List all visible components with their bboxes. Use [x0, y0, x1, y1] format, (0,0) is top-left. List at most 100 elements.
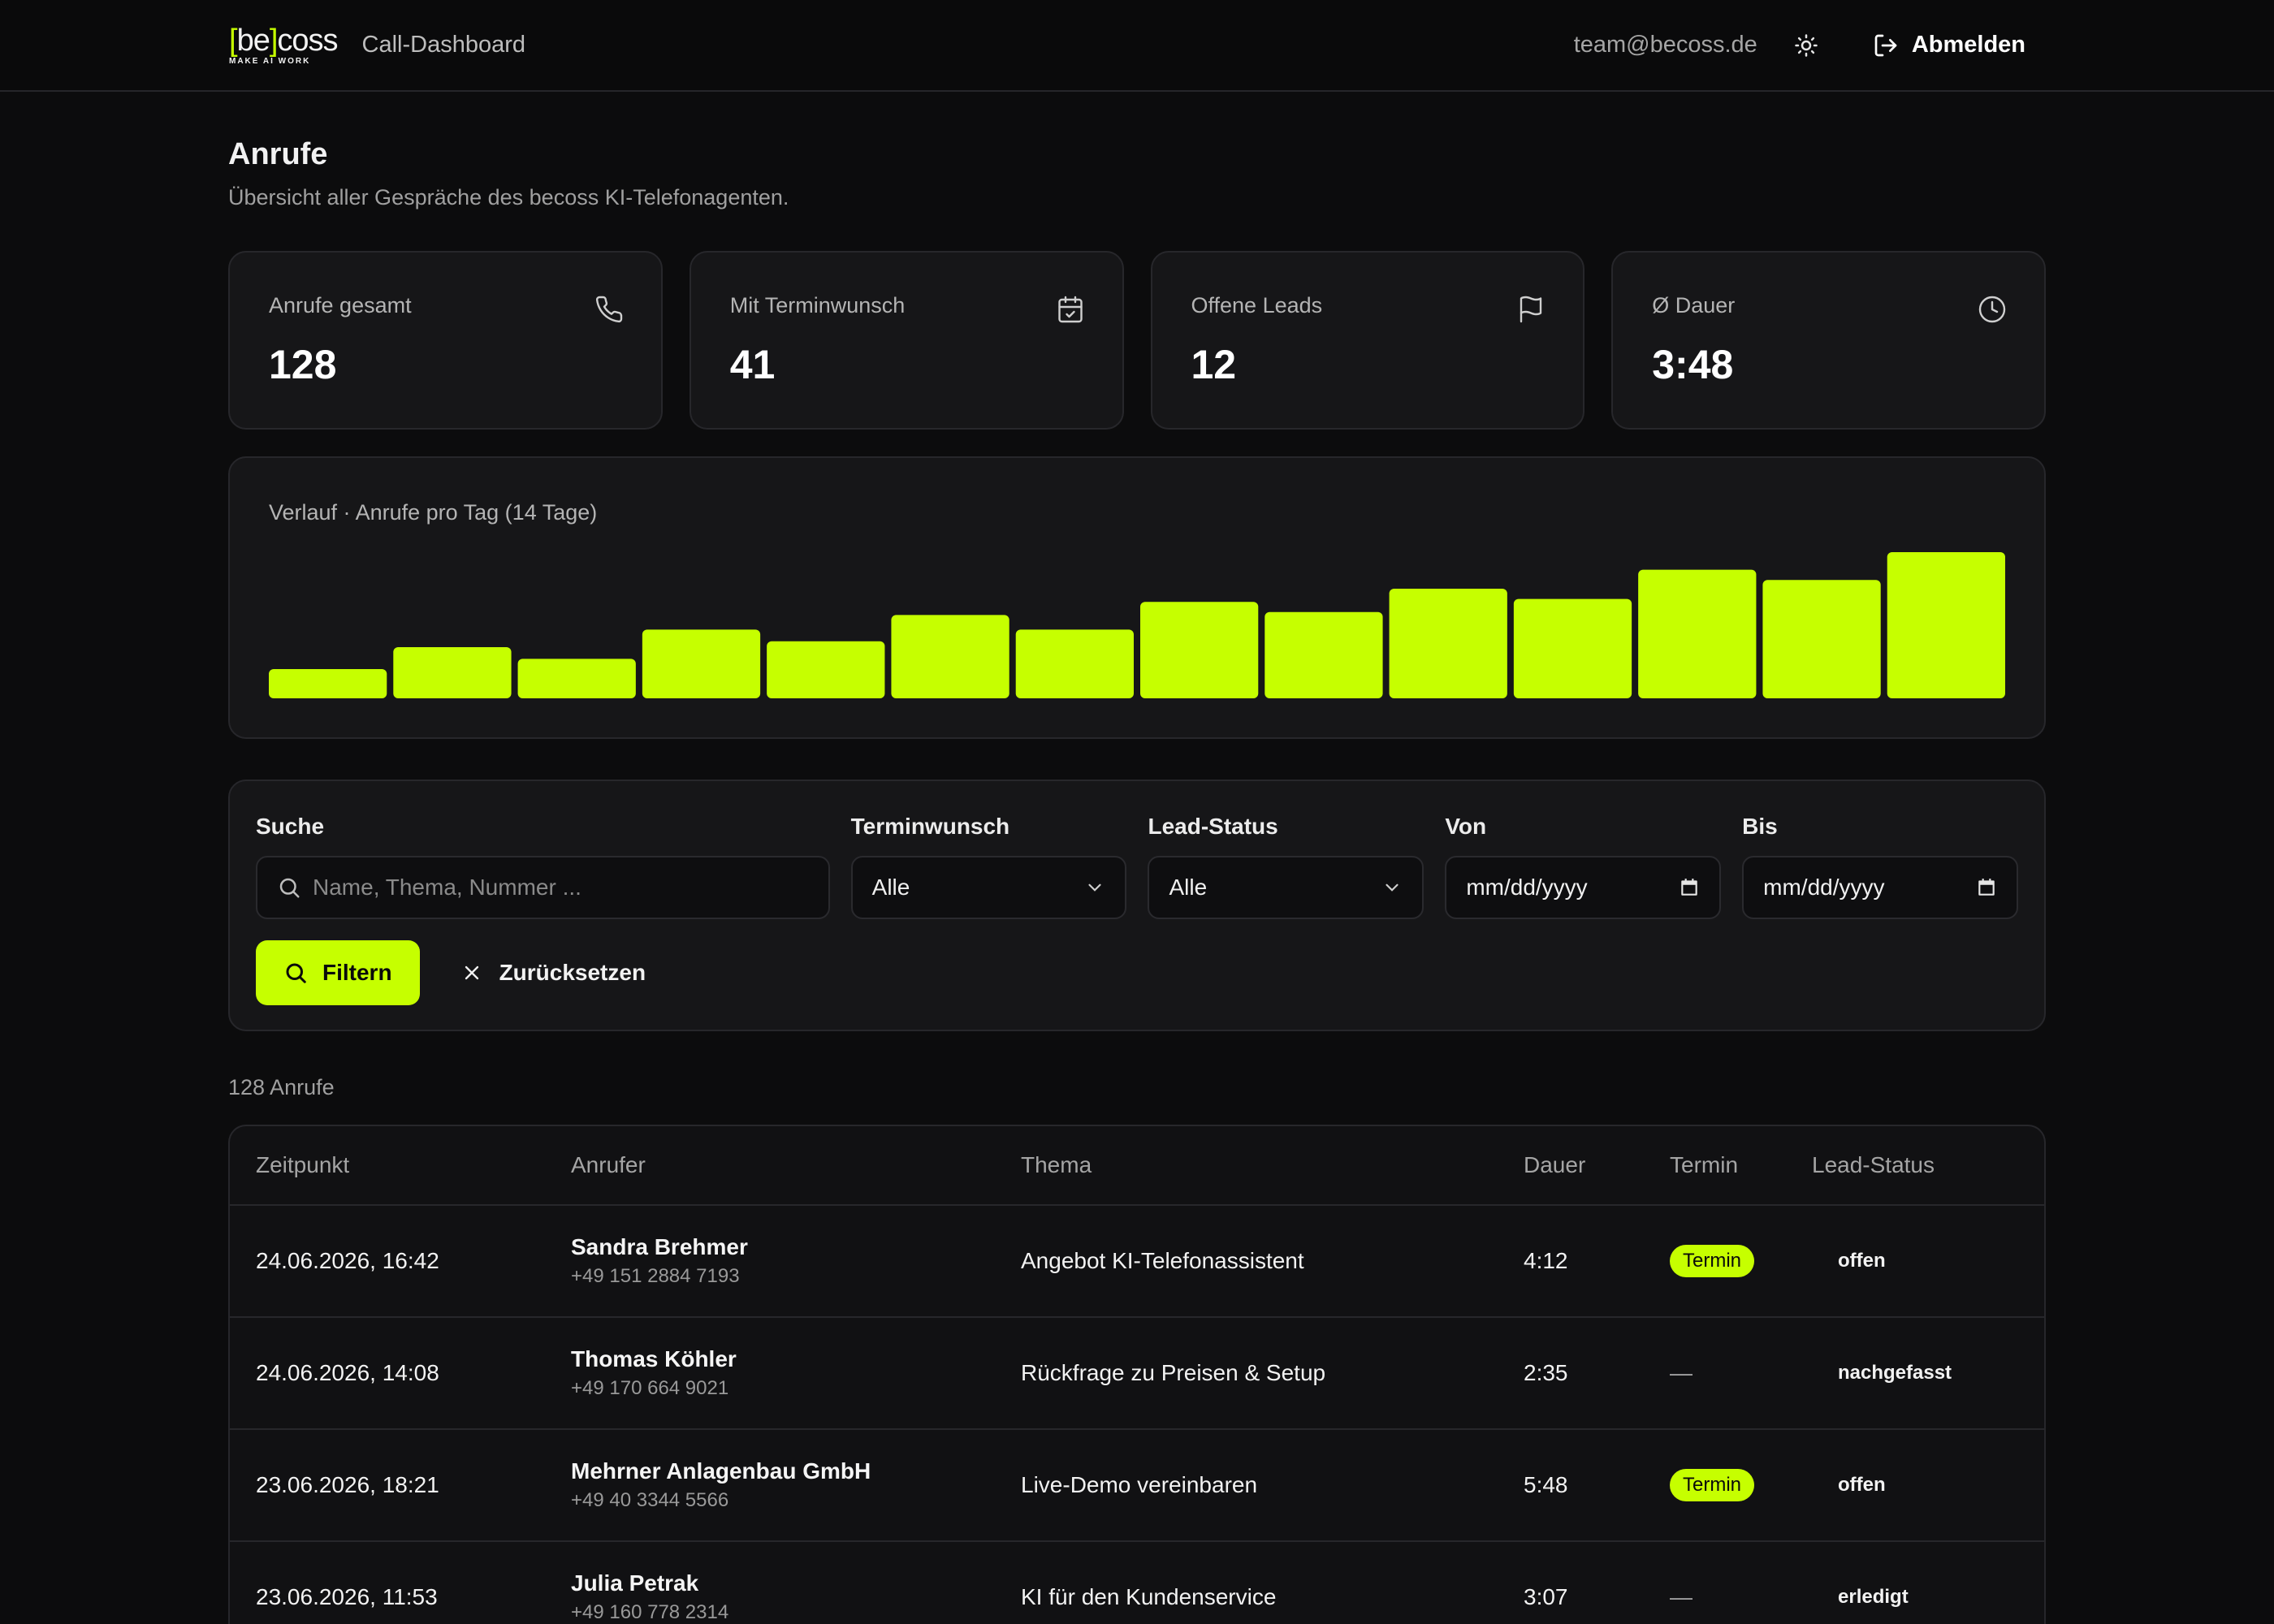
lead-status: offen — [1838, 1250, 1886, 1272]
filter-button-label: Filtern — [322, 960, 392, 985]
to-date-label: Bis — [1742, 814, 1778, 839]
calendar-check-icon — [1057, 296, 1083, 323]
phone-icon — [595, 296, 622, 323]
call-time: 23.06.2026, 11:53 — [256, 1584, 438, 1609]
appointment-cell: — — [1670, 1360, 1812, 1386]
theme-toggle-button[interactable] — [1790, 29, 1822, 62]
chart-bar-day-3[interactable] — [517, 659, 636, 698]
top-bar: [be]coss MAKE AI WORK Call-Dashboard tea… — [0, 0, 2274, 92]
column-header-time[interactable]: Zeitpunkt — [256, 1152, 350, 1177]
call-topic: Angebot KI-Telefonassistent — [1021, 1248, 1304, 1273]
search-field: Suche Name, Thema, Nummer ... — [256, 814, 830, 919]
page-title: Anrufe — [228, 137, 328, 171]
appointment-cell: Termin — [1670, 1469, 1812, 1501]
user-email: team@becoss.de — [1573, 32, 1757, 58]
becoss-logo[interactable]: [be]coss MAKE AI WORK — [229, 25, 339, 66]
call-time: 24.06.2026, 14:08 — [256, 1360, 439, 1385]
no-appointment: — — [1670, 1360, 1693, 1385]
appointment-cell: — — [1670, 1584, 1812, 1610]
column-header-topic[interactable]: Thema — [1021, 1152, 1092, 1177]
call-topic: Rückfrage zu Preisen & Setup — [1021, 1360, 1326, 1385]
search-icon — [279, 878, 300, 898]
to-date-value: mm/dd/yyyy — [1763, 875, 1885, 900]
sun-icon — [1795, 33, 1818, 57]
caller-phone: +49 40 3344 5566 — [571, 1489, 729, 1511]
stat-cards: Anrufe gesamt 128 Mit Terminwunsch 41 Of… — [228, 251, 2046, 430]
chart-bar-day-12[interactable] — [1638, 569, 1757, 698]
termin-select-value: Alle — [871, 875, 910, 900]
appointment-cell: Termin — [1670, 1245, 1812, 1277]
chart-bar-day-10[interactable] — [1389, 589, 1507, 698]
chart-bar-day-14[interactable] — [1887, 552, 2005, 698]
stat-card-avg-duration: Ø Dauer 3:48 — [1611, 251, 2046, 430]
from-date-input[interactable]: mm/dd/yyyy — [1445, 856, 1722, 919]
caller-phone: +49 170 664 9021 — [571, 1377, 729, 1399]
call-duration: 2:35 — [1524, 1360, 1568, 1385]
chart-area — [269, 552, 2005, 698]
appointment-badge: Termin — [1670, 1469, 1755, 1501]
stat-label: Offene Leads — [1191, 293, 1323, 317]
bar-chart-svg — [269, 552, 2005, 698]
lead-status-filter-label: Lead-Status — [1148, 814, 1278, 839]
logout-button[interactable]: Abmelden — [1873, 32, 2025, 58]
lead-status-select[interactable]: Alle — [1148, 856, 1424, 919]
filter-fields: Suche Name, Thema, Nummer ... Terminwuns… — [256, 814, 2018, 919]
page-subtitle: Übersicht aller Gespräche des becoss KI-… — [228, 185, 789, 209]
lead-status-select-value: Alle — [1169, 875, 1208, 900]
logout-label: Abmelden — [1911, 32, 2025, 58]
chart-bar-day-7[interactable] — [1015, 629, 1134, 698]
top-right-actions: team@becoss.de Abmelden — [1574, 29, 2045, 62]
reset-button[interactable]: Zurücksetzen — [460, 960, 646, 986]
chart-bar-day-9[interactable] — [1265, 611, 1383, 698]
filter-button[interactable]: Filtern — [256, 940, 420, 1005]
call-time: 24.06.2026, 16:42 — [256, 1248, 439, 1273]
clock-icon — [1978, 296, 2006, 323]
chart-bar-day-4[interactable] — [642, 629, 761, 698]
app-name: Call-Dashboard — [361, 32, 526, 58]
chart-bar-day-6[interactable] — [891, 615, 1009, 698]
call-duration: 4:12 — [1524, 1248, 1568, 1273]
termin-select[interactable]: Alle — [850, 856, 1127, 919]
appointment-badge: Termin — [1670, 1245, 1755, 1277]
calendar-icon[interactable] — [1679, 877, 1700, 898]
chart-bar-day-11[interactable] — [1513, 598, 1632, 698]
column-header-appointment[interactable]: Termin — [1670, 1152, 1739, 1177]
table-row[interactable]: 24.06.2026, 14:08 Thomas Köhler +49 170 … — [230, 1318, 2044, 1430]
table-row[interactable]: 23.06.2026, 18:21 Mehrner Anlagenbau Gmb… — [230, 1430, 2044, 1542]
call-duration: 3:07 — [1524, 1584, 1568, 1609]
no-appointment: — — [1670, 1584, 1693, 1609]
search-input[interactable]: Name, Thema, Nummer ... — [256, 856, 830, 919]
chart-bar-day-2[interactable] — [393, 647, 512, 698]
caller-cell: Thomas Köhler +49 170 664 9021 — [571, 1346, 1021, 1400]
chart-bar-day-5[interactable] — [767, 641, 885, 698]
reset-button-label: Zurücksetzen — [499, 960, 646, 985]
column-header-lead-status[interactable]: Lead-Status — [1812, 1152, 1935, 1177]
calls-per-day-chart: Verlauf · Anrufe pro Tag (14 Tage) — [228, 456, 2046, 739]
chart-bar-day-13[interactable] — [1762, 580, 1881, 698]
stat-label: Anrufe gesamt — [269, 293, 412, 317]
caller-cell: Julia Petrak +49 160 778 2314 — [571, 1570, 1021, 1624]
chart-bar-day-1[interactable] — [269, 669, 387, 698]
to-date-field: Bis mm/dd/yyyy — [1742, 814, 2018, 919]
table-row[interactable]: 24.06.2026, 16:42 Sandra Brehmer +49 151… — [230, 1206, 2044, 1318]
chevron-down-icon — [1386, 883, 1399, 892]
caller-name: Mehrner Anlagenbau GmbH — [571, 1458, 871, 1484]
calendar-icon[interactable] — [1976, 877, 1997, 898]
caller-name: Sandra Brehmer — [571, 1234, 748, 1259]
from-date-label: Von — [1445, 814, 1487, 839]
table-row[interactable]: 23.06.2026, 11:53 Julia Petrak +49 160 7… — [230, 1542, 2044, 1624]
chart-bar-day-8[interactable] — [1140, 602, 1259, 698]
search-placeholder: Name, Thema, Nummer ... — [313, 875, 581, 900]
column-header-caller[interactable]: Anrufer — [571, 1152, 646, 1177]
chevron-down-icon — [1088, 883, 1102, 892]
filter-actions: Filtern Zurücksetzen — [256, 940, 2018, 1005]
result-count: 128 Anrufe — [228, 1075, 335, 1099]
lead-status: nachgefasst — [1838, 1362, 1952, 1384]
stat-value: 12 — [1191, 342, 1237, 387]
column-header-duration[interactable]: Dauer — [1524, 1152, 1586, 1177]
to-date-input[interactable]: mm/dd/yyyy — [1742, 856, 2018, 919]
logout-icon — [1874, 34, 1897, 56]
call-topic: KI für den Kundenservice — [1021, 1584, 1277, 1609]
stat-value: 3:48 — [1652, 342, 1734, 387]
stat-card-appointment-requests: Mit Terminwunsch 41 — [689, 251, 1124, 430]
